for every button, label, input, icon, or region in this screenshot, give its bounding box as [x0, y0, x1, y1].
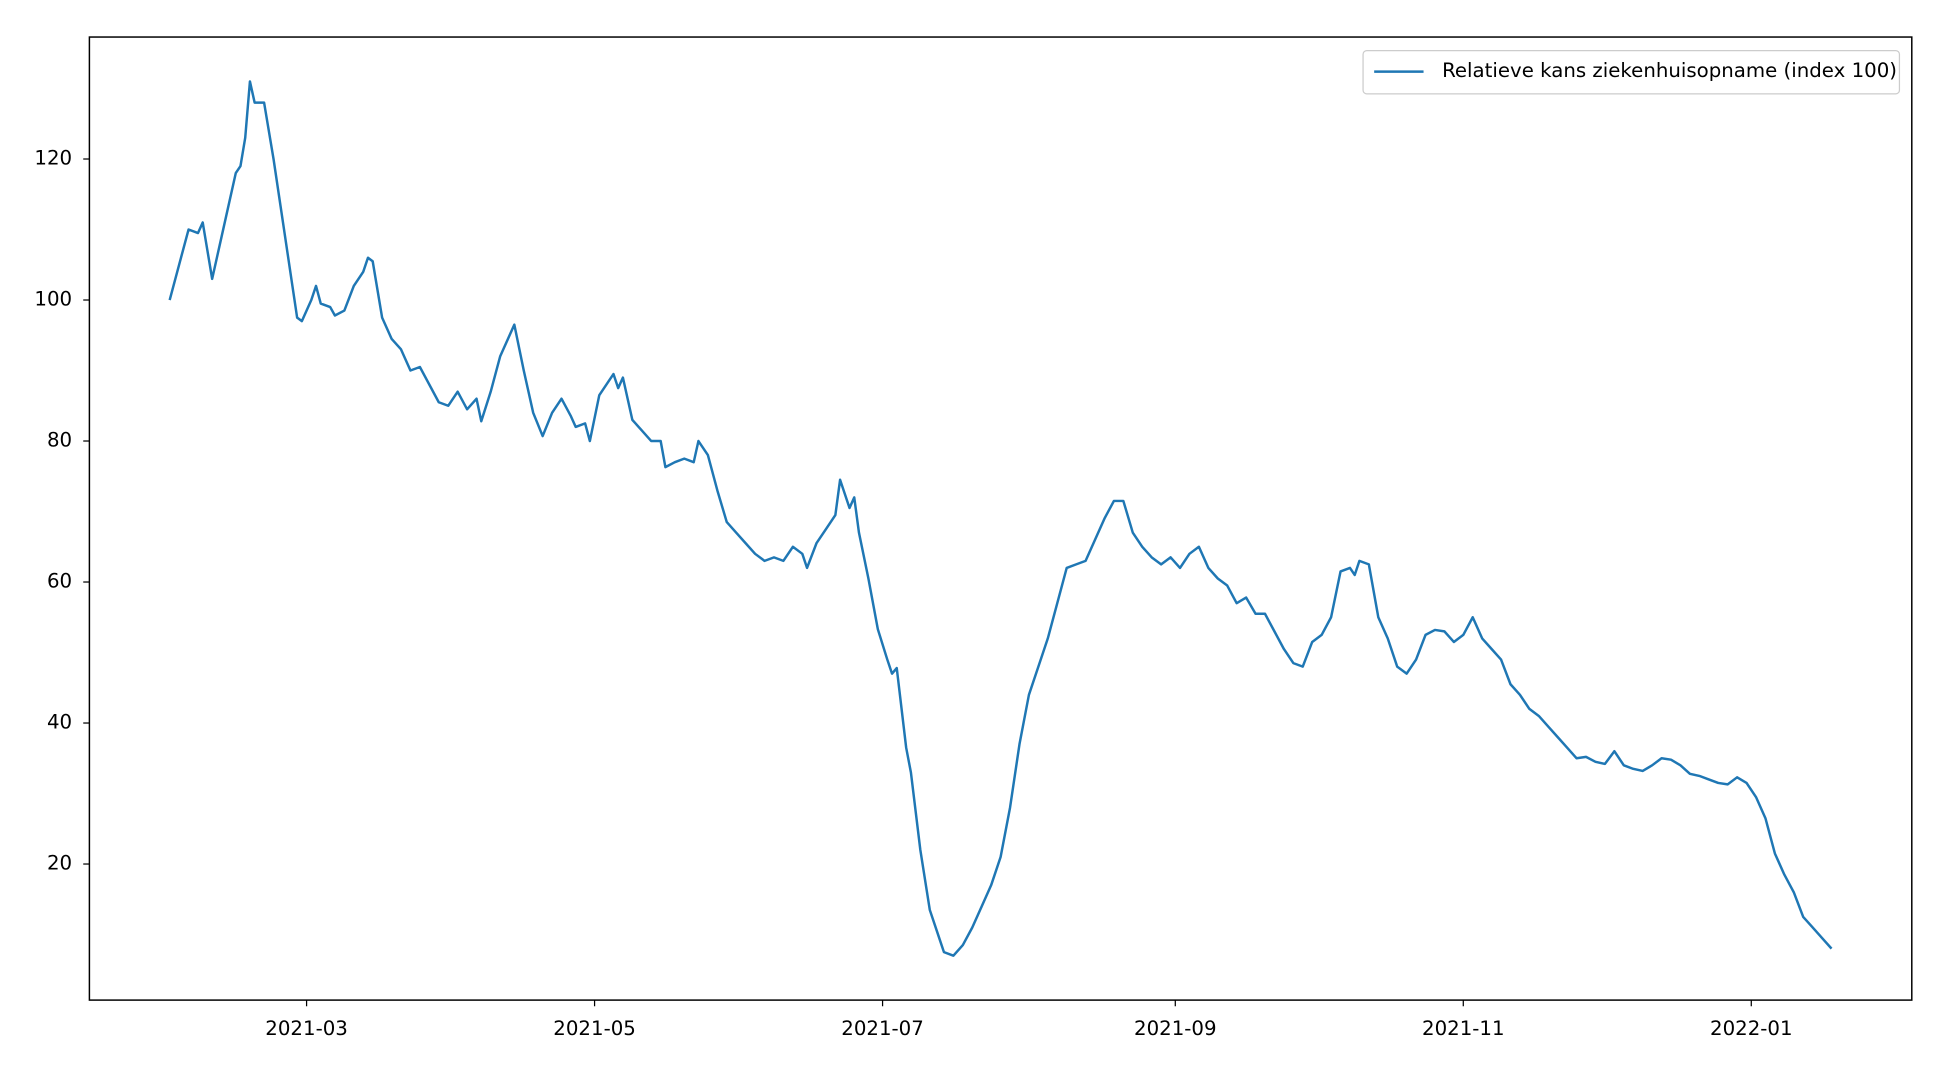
y-tick-label: 20: [47, 852, 72, 875]
legend-box: [1362, 50, 1901, 95]
data-line: [168, 80, 1833, 957]
x-tick-label: 2022-01: [1710, 1017, 1793, 1040]
y-tick-label: 40: [47, 711, 72, 734]
y-tick-label: 60: [47, 570, 72, 593]
plot-frame: [88, 36, 1913, 1001]
x-tick-label: 2021-11: [1422, 1017, 1505, 1040]
y-tick-label: 100: [34, 288, 72, 311]
x-tick-label: 2021-07: [841, 1017, 924, 1040]
x-tick-label: 2021-05: [553, 1017, 636, 1040]
legend-label: Relatieve kans ziekenhuisopname (index 1…: [1442, 59, 1897, 82]
y-tick-label: 80: [47, 429, 72, 452]
x-tick-label: 2021-09: [1134, 1017, 1217, 1040]
y-tick-label: 120: [34, 147, 72, 170]
x-tick-label: 2021-03: [265, 1017, 348, 1040]
